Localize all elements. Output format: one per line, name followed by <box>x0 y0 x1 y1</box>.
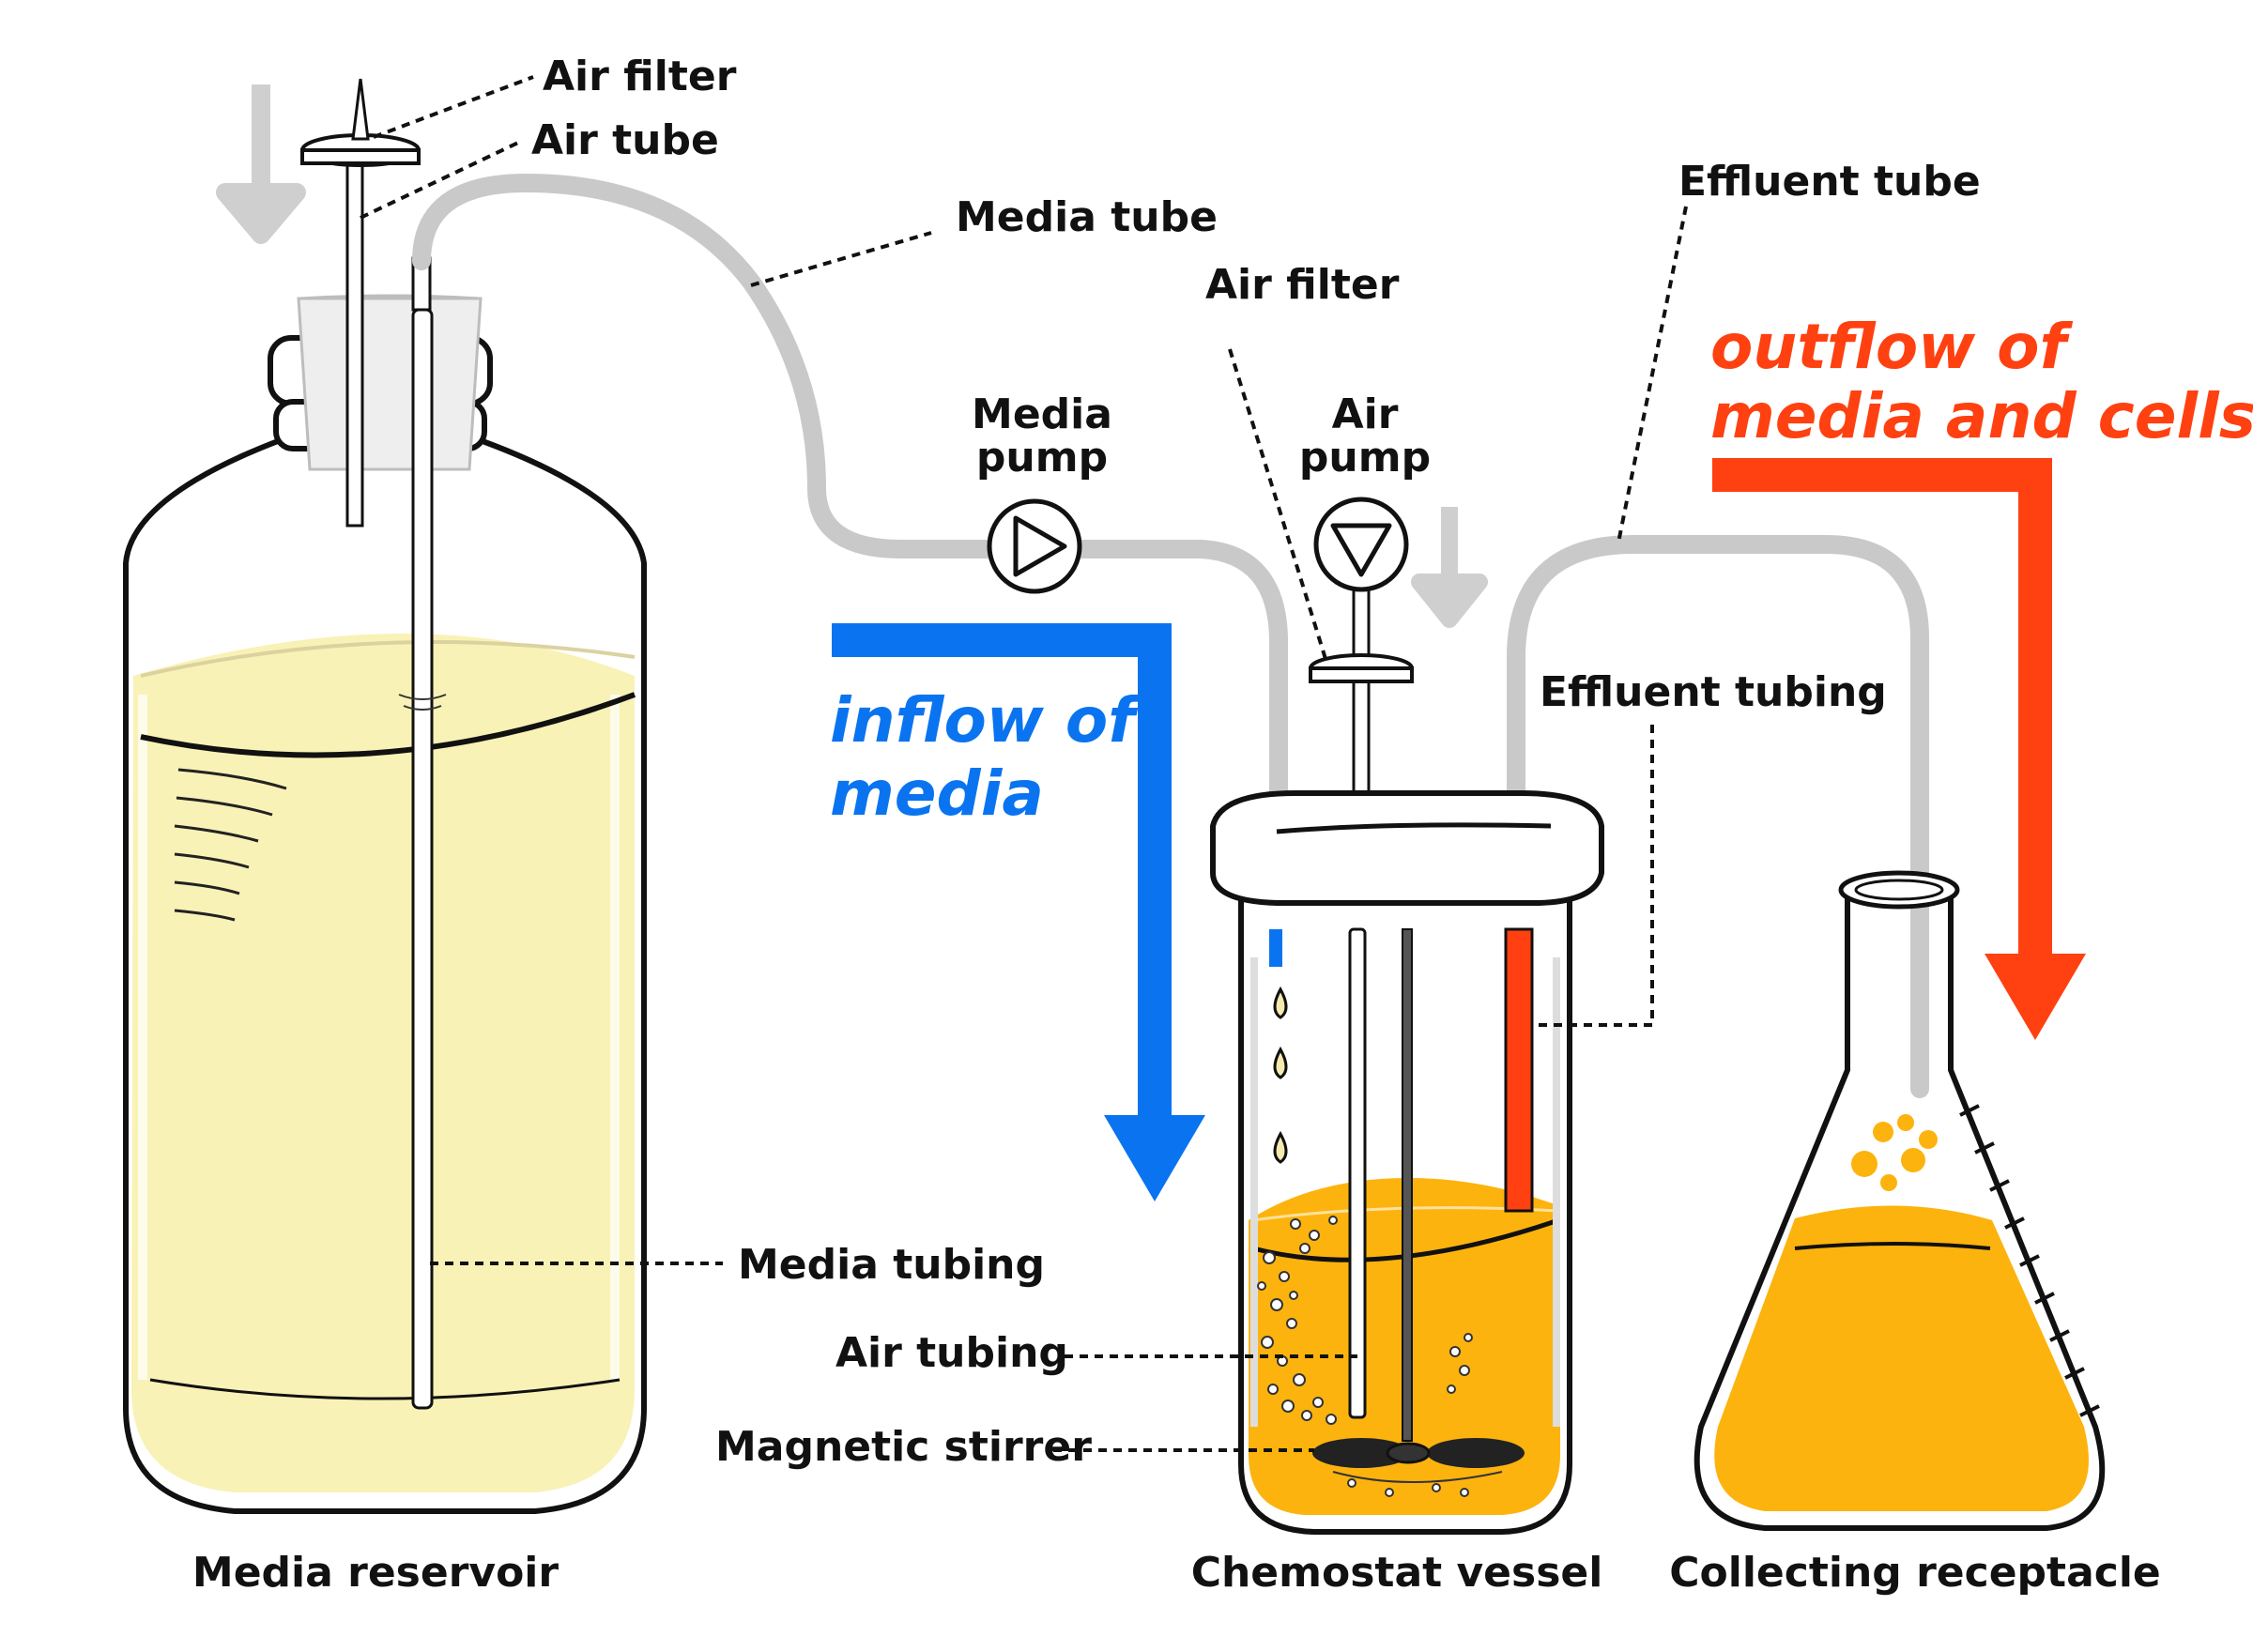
outflow-arrow <box>1712 458 2086 1040</box>
air-filter-tip <box>351 78 370 141</box>
label-outflow-1: outflow of <box>1710 311 2073 383</box>
media-reservoir-bottle <box>123 78 647 1514</box>
label-inflow-1: inflow of <box>830 684 1142 757</box>
reservoir-media-tubing <box>411 308 434 1410</box>
air-pump <box>1309 497 1488 809</box>
flask-droplets <box>1851 1114 1938 1191</box>
label-magnetic-stirrer: Magnetic stirrer <box>715 1423 1092 1471</box>
label-air-filter-mid: Air filter <box>1205 261 1400 309</box>
label-air-filter-top: Air filter <box>543 53 737 100</box>
label-air-pump-2: pump <box>1299 434 1431 482</box>
leader-lines <box>360 75 1688 1452</box>
chemostat-vessel <box>1210 790 1604 1535</box>
label-chemostat-vessel: Chemostat vessel <box>1191 1549 1603 1597</box>
flask-outline <box>1694 896 2106 1531</box>
media-pump-triangle <box>1013 515 1067 577</box>
label-media-tube: Media tube <box>956 193 1218 241</box>
label-air-pump-1: Air <box>1332 390 1399 438</box>
magnetic-stirrer-left <box>1312 1438 1410 1468</box>
label-media-reservoir: Media reservoir <box>192 1549 559 1597</box>
label-inflow-2: media <box>830 757 1044 830</box>
label-air-tube: Air tube <box>531 116 719 164</box>
label-effluent-tubing: Effluent tubing <box>1540 668 1887 716</box>
label-effluent-tube: Effluent tube <box>1678 158 1981 206</box>
media-pump <box>987 498 1082 594</box>
label-media-pump-2: pump <box>976 434 1108 482</box>
reservoir-air-tube <box>345 139 364 528</box>
vessel-lid <box>1210 790 1604 906</box>
label-collecting-receptacle: Collecting receptacle <box>1669 1549 2161 1597</box>
media-tube <box>412 174 1288 817</box>
air-pump-tube <box>1352 580 1371 809</box>
reservoir-meniscus-front <box>140 692 636 758</box>
air-pump-triangle <box>1330 523 1392 577</box>
media-drops <box>1273 986 1288 1164</box>
reservoir-meniscus <box>140 640 636 678</box>
vessel-glass <box>1238 882 1572 1535</box>
flask-liquid <box>1714 1205 2089 1511</box>
label-media-pump-1: Media <box>972 390 1112 438</box>
air-pump-arrow <box>1411 507 1488 628</box>
reservoir-liquid <box>131 634 635 1492</box>
reservoir-outline <box>123 417 647 1514</box>
inflow-arrow <box>832 623 1205 1201</box>
magnetic-stirrer-right <box>1427 1438 1525 1468</box>
culture-meniscus <box>1252 1217 1559 1262</box>
label-media-tubing: Media tubing <box>738 1241 1045 1289</box>
reservoir-graduations <box>174 768 287 922</box>
effluent-tube <box>1507 535 1929 1098</box>
flask-graduations <box>1959 1104 2100 1417</box>
air-inlet-arrow <box>216 84 306 244</box>
label-air-tubing: Air tubing <box>835 1329 1068 1377</box>
stirrer-shaft <box>1402 928 1413 1442</box>
reservoir-stopper <box>297 297 483 471</box>
vessel-media-inlet <box>1269 929 1282 967</box>
vessel-air-tubing <box>1348 927 1367 1419</box>
label-outflow-2: media and cells <box>1710 380 2253 452</box>
flask-rim <box>1838 870 1960 910</box>
vessel-effluent-tubing <box>1504 927 1534 1213</box>
collecting-receptacle <box>1694 870 2106 1531</box>
